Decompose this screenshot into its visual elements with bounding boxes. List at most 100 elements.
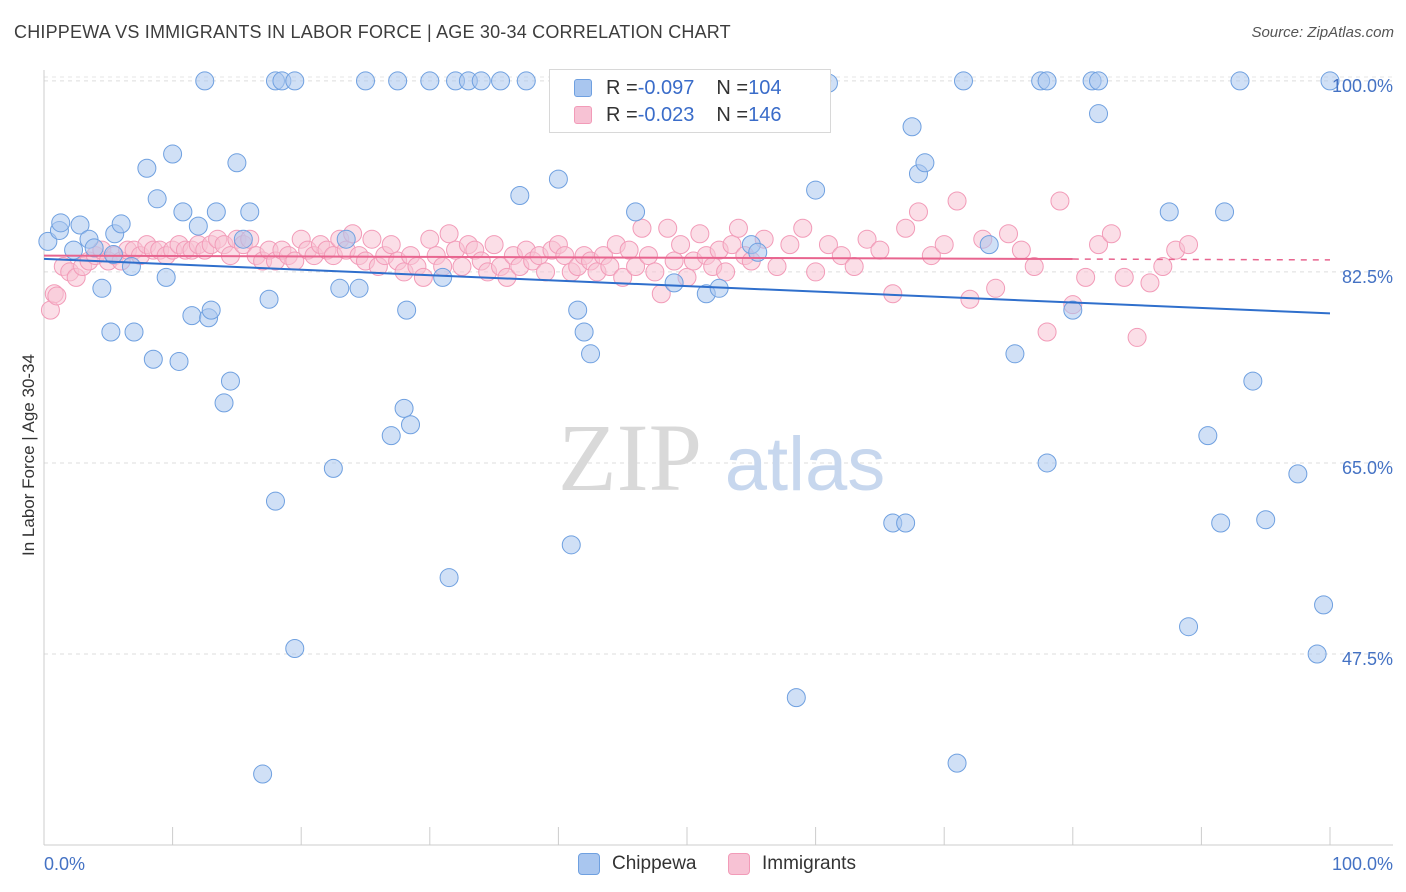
legend-row-immigrants: R = -0.023 N = 146: [574, 103, 781, 127]
chippewa-point: [227, 153, 247, 173]
immigrants-point: [47, 286, 67, 306]
chippewa-swatch-icon: [574, 79, 592, 97]
chippewa-points: [38, 71, 1340, 784]
chippewa-trend-line: [43, 257, 1331, 315]
chippewa-point: [896, 513, 916, 533]
immigrants-point: [555, 246, 575, 266]
chippewa-point: [1256, 510, 1276, 530]
bottom-legend-immigrants: Immigrants: [728, 851, 856, 877]
immigrants-point: [857, 229, 877, 249]
chippewa-point: [1159, 202, 1179, 222]
chippewa-point: [1314, 595, 1334, 615]
immigrants-point: [716, 262, 736, 282]
chippewa-point: [143, 349, 163, 369]
immigrants-point: [1179, 235, 1199, 255]
immigrants-point: [1089, 235, 1109, 255]
y-tick-labels: 100.0% 82.5% 65.0% 47.5%: [1332, 76, 1393, 669]
immigrants-point: [986, 278, 1006, 298]
chippewa-point: [330, 278, 350, 298]
chippewa-point: [336, 229, 356, 249]
immigrants-point: [947, 191, 967, 211]
chippewa-point: [92, 278, 112, 298]
immigrants-point: [1076, 267, 1096, 287]
chippewa-point: [748, 242, 768, 262]
chippewa-point: [156, 267, 176, 287]
x-tick-label-max: 100.0%: [1332, 854, 1393, 874]
chippewa-point: [516, 71, 536, 91]
immigrants-point: [1140, 273, 1160, 293]
r-label: R =: [606, 103, 638, 126]
immigrants-point: [1011, 240, 1031, 260]
chippewa-point: [1198, 426, 1218, 446]
axes: [43, 70, 1393, 846]
chippewa-point: [433, 267, 453, 287]
immigrants-point: [1127, 327, 1147, 347]
r-label: R =: [606, 76, 638, 99]
chippewa-point: [979, 235, 999, 255]
chart-title: CHIPPEWA VS IMMIGRANTS IN LABOR FORCE | …: [14, 22, 731, 42]
chippewa-point: [169, 351, 189, 371]
immigrants-point: [671, 235, 691, 255]
chippewa-point: [220, 371, 240, 391]
chippewa-point: [1037, 71, 1057, 91]
chippewa-point: [111, 214, 131, 234]
n-value: 146: [748, 103, 782, 126]
immigrants-legend-icon: [728, 853, 750, 875]
immigrants-point: [613, 267, 633, 287]
immigrants-points: [40, 191, 1199, 347]
chippewa-point: [568, 300, 588, 320]
chippewa-point: [253, 764, 273, 784]
immigrants-point: [536, 262, 556, 282]
chippewa-point: [173, 202, 193, 222]
immigrants-point: [793, 218, 813, 238]
immigrants-point: [728, 218, 748, 238]
immigrants-point: [381, 235, 401, 255]
immigrants-point: [439, 224, 459, 244]
chippewa-point: [401, 415, 421, 435]
chippewa-point: [70, 215, 90, 235]
immigrants-point: [870, 240, 890, 260]
chippewa-point: [265, 491, 285, 511]
chippewa-point: [394, 398, 414, 418]
chippewa-point: [323, 458, 343, 478]
trend-lines: [43, 254, 1331, 315]
immigrants-point: [420, 229, 440, 249]
immigrants-legend-label: Immigrants: [762, 853, 856, 874]
chippewa-point: [581, 344, 601, 364]
r-value: -0.097: [637, 76, 695, 99]
immigrants-point: [896, 218, 916, 238]
immigrants-point: [362, 229, 382, 249]
chippewa-point: [471, 71, 491, 91]
chippewa-point: [902, 117, 922, 137]
immigrants-point: [999, 224, 1018, 244]
immigrants-point: [806, 262, 826, 282]
immigrants-point: [767, 256, 787, 276]
chippewa-point: [38, 231, 58, 251]
chippewa-point: [240, 202, 260, 222]
chippewa-point: [124, 322, 144, 342]
chippewa-legend-icon: [578, 853, 600, 875]
chippewa-point: [953, 71, 973, 91]
y-tick-label: 47.5%: [1342, 649, 1393, 669]
chippewa-point: [439, 568, 459, 588]
source-credit: Source: ZipAtlas.com: [1251, 24, 1394, 41]
chippewa-point: [1005, 344, 1025, 364]
immigrants-point: [1024, 256, 1044, 276]
chippewa-point: [574, 322, 594, 342]
chippewa-point: [388, 71, 408, 91]
chippewa-point: [182, 306, 202, 326]
chippewa-point: [285, 71, 305, 91]
immigrants-trend-dashed: [1072, 258, 1331, 261]
y-tick-label: 65.0%: [1342, 458, 1393, 478]
immigrants-point: [1101, 224, 1121, 244]
n-value: 104: [748, 76, 782, 99]
immigrants-point: [632, 218, 652, 238]
watermark-atlas: atlas: [725, 422, 886, 507]
legend-row-chippewa: R = -0.097 N = 104: [574, 76, 781, 100]
immigrants-point: [452, 256, 472, 276]
y-tick-label: 82.5%: [1342, 267, 1393, 287]
watermark: ZIP atlas: [558, 404, 885, 511]
immigrants-trend-line: [43, 254, 1073, 261]
immigrants-point: [908, 202, 928, 222]
